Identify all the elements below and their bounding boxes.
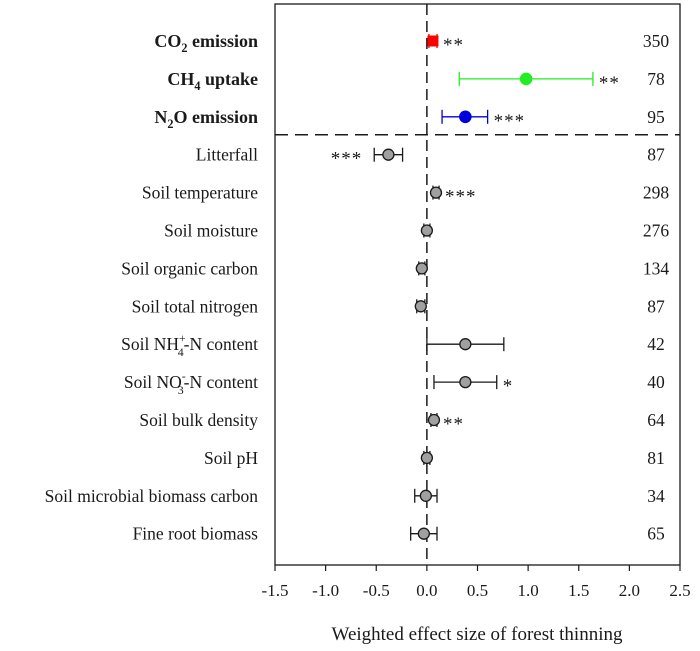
significance-stars: *** [331,149,363,170]
sample-size: 64 [647,410,665,430]
point-estimate [459,375,472,389]
x-tick-label: 1.0 [518,581,539,600]
row-4: Litterfall *** 87 [196,145,665,170]
point-estimate [382,148,395,161]
row-label: Soil NO-3-N content [124,369,258,397]
row-label-main: Soil NH [121,334,179,354]
x-tick-label: 2.5 [669,581,690,600]
x-tick-label: 0.5 [467,581,488,600]
sample-size: 81 [647,448,665,468]
x-tick-label: 2.0 [619,581,640,600]
point-estimate [414,300,427,313]
sample-size: 276 [643,221,670,241]
row-label: N2O emission [154,107,258,131]
row-label: Soil NH+ 4-N content [121,331,258,359]
row-label: Soil bulk density [139,410,258,430]
sample-size: 87 [647,145,665,165]
sample-size: 298 [643,183,670,203]
row-label: Soil total nitrogen [132,296,259,316]
row-label: CH4 uptake [167,69,258,93]
row-7: Soil organic carbon 134 [121,258,669,278]
x-tick-label: 0.0 [416,581,437,600]
point-estimate [415,262,428,275]
row-label-rest: uptake [200,69,258,89]
row-label-rest: -N content [184,334,258,354]
row-label-main: N [154,107,167,127]
row-11: Soil bulk density ** 64 [139,410,665,435]
x-tick-label: -1.5 [262,581,289,600]
sample-size: 95 [647,107,665,127]
row-label-sup: + [179,331,186,345]
x-axis-title: Weighted effect size of forest thinning [332,624,623,645]
sample-size: 34 [647,486,665,506]
point-estimate [519,72,533,86]
x-axis: -1.5 -1.0 -0.5 0.0 0.5 1.0 1.5 2.0 2.5 [262,565,691,600]
point-estimate [420,224,434,237]
row-label: Litterfall [196,145,258,165]
significance-stars: * [503,376,514,397]
row-label-main: CO [154,31,181,51]
row-label-sup: - [182,369,186,383]
point-estimate [417,527,430,540]
point-estimate [459,338,472,351]
row-9: Soil NH+ 4-N content 42 [121,331,665,359]
row-label: Soil pH [204,448,258,468]
significance-stars: *** [445,187,477,208]
row-label-sub: 2 [181,41,187,55]
sample-size: 134 [643,258,670,278]
sample-size: 65 [647,524,665,544]
sample-size: 78 [647,69,665,89]
row-12: Soil pH 81 [204,448,665,468]
significance-stars: *** [494,111,526,132]
row-13: Soil microbial biomass carbon 34 [45,486,665,506]
point-estimate [427,35,439,47]
row-label-main: Soil NO [124,372,182,392]
sample-size: 40 [647,372,665,392]
row-label: Soil moisture [164,221,258,241]
row-label-sub: 4 [178,345,184,359]
row-label: CO2 emission [154,31,258,55]
row-8: Soil total nitrogen 87 [132,296,665,316]
point-estimate [419,489,433,502]
significance-stars: ** [599,73,620,94]
row-label-rest: O emission [173,107,258,127]
row-6: Soil moisture 276 [164,221,669,241]
point-estimate [429,186,443,199]
row-5: Soil temperature *** 298 [142,183,670,208]
row-label-sub: 2 [167,117,173,131]
row-3: N2O emission *** 95 [154,107,665,132]
row-label: Soil temperature [142,183,258,203]
x-tick-label: -1.0 [312,581,339,600]
row-label-rest: emission [187,31,258,51]
point-estimate [420,451,434,465]
row-label: Fine root biomass [133,524,259,544]
sample-size: 42 [647,334,665,354]
significance-stars: ** [443,35,464,56]
sample-size: 350 [643,31,670,51]
x-tick-label: 1.5 [568,581,589,600]
row-14: Fine root biomass 65 [133,524,665,544]
row-1: CO2 emission ** 350 [154,31,669,56]
point-estimate [459,110,472,124]
row-label-rest: -N content [184,372,258,392]
row-10: Soil NO-3-N content * 40 [124,369,665,397]
row-label-main: CH [167,69,194,89]
row-label-sub: 3 [178,383,184,397]
point-estimate [427,413,441,427]
x-tick-label: -0.5 [363,581,390,600]
sample-size: 87 [647,296,665,316]
significance-stars: ** [443,414,464,435]
row-2: CH4 uptake ** 78 [167,69,665,94]
row-label-sub: 4 [194,79,200,93]
row-label: Soil organic carbon [121,258,258,278]
row-label: Soil microbial biomass carbon [45,486,259,506]
